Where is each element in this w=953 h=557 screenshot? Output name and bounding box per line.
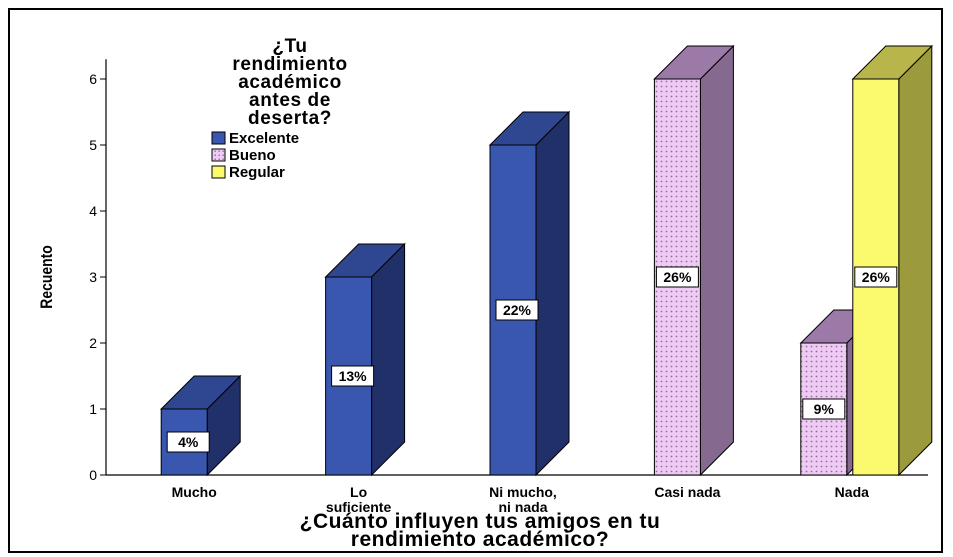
legend-label-regular: Regular [229,164,285,181]
x-tick-label: Nada [835,484,869,500]
x-tick-label: Ni mucho, [489,484,557,500]
bar-bueno-3 [653,44,735,477]
data-label: 13% [331,365,375,387]
data-label-text: 22% [503,302,532,318]
legend-title: antes de [249,90,331,111]
x-tick-label: suficiente [326,499,392,515]
y-tick-label: 2 [89,335,97,351]
y-tick-label: 1 [89,401,97,417]
bar-side-face [699,44,734,477]
x-axis-title: rendimiento académico? [351,528,609,551]
bar-regular-4 [851,44,934,477]
legend-swatch-excelente [211,131,226,145]
data-label: 9% [802,398,846,420]
bar-side-face [535,110,570,477]
x-axis-title: ¿Cuánto influyen tus amigos en tu [300,510,661,533]
data-label-box [854,266,898,288]
y-tick-label: 3 [89,269,97,285]
bar-excelente-2 [488,110,571,477]
x-tick-label: Mucho [172,484,217,500]
x-tick-label: Casi nada [654,484,720,500]
data-label: 26% [854,266,898,288]
legend-title: deserta? [248,108,332,129]
data-label-box [495,299,539,321]
data-label-text: 13% [339,368,368,384]
data-label: 26% [655,266,699,288]
y-tick-label: 6 [89,71,97,87]
chart-frame: 0 1 2 3 4 5 6 Recuento Mucho Lo suficiente Ni mucho… [8,8,943,553]
data-label-text: 4% [178,434,199,450]
data-label-box [655,266,699,288]
y-tick-label: 0 [89,467,97,483]
legend-title: académico [238,72,342,93]
data-label-box [331,365,375,387]
data-label-text: 26% [663,269,692,285]
x-tick-label: ni nada [498,499,547,515]
data-label: 4% [166,431,210,453]
legend-label-excelente: Excelente [229,130,299,147]
legend-label-bueno: Bueno [229,147,276,164]
data-label-box [802,398,846,420]
data-label-text: 9% [814,401,835,417]
data-label-text: 26% [862,269,891,285]
data-label: 22% [495,299,539,321]
data-label-box [166,431,210,453]
bar-excelente-1 [324,242,406,477]
bar-excelente-0 [159,374,242,477]
legend-title: rendimiento [232,54,347,75]
x-tick-label: Lo [350,484,367,500]
y-tick-label: 5 [89,137,97,153]
y-tick-label: 4 [89,203,97,219]
legend-swatch-regular [211,165,226,179]
bar-side-face [898,44,933,477]
legend-swatch-bueno [211,148,226,162]
bar-side-face [371,242,406,477]
y-axis-title: Recuento [38,245,57,308]
legend-title: ¿Tu [272,36,307,57]
